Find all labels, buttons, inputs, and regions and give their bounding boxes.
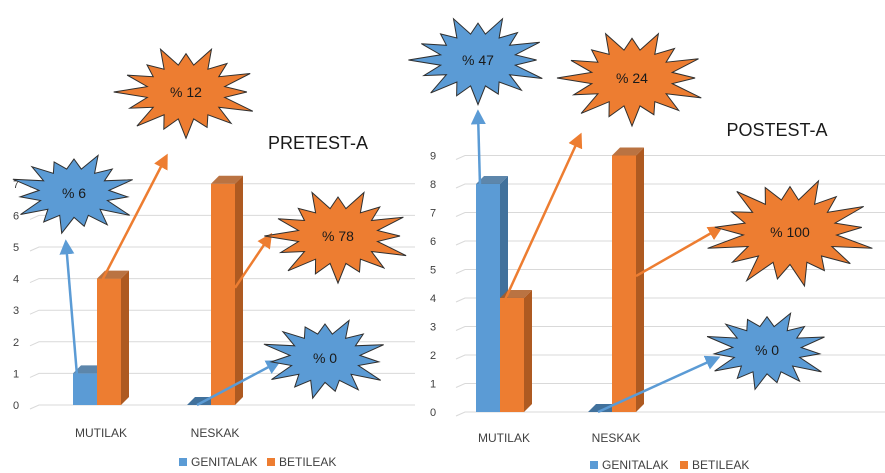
annotation-label: % 6 (62, 185, 86, 201)
annotation-arrow (597, 355, 721, 414)
starburst-callout: % 12 (113, 47, 254, 140)
y-tick-label: 5 (13, 242, 19, 254)
annotation-label: % 12 (170, 84, 202, 100)
gridline (29, 214, 415, 220)
betileak-bar-mutilak (97, 270, 129, 405)
legend-label: BETILEAK (692, 458, 749, 472)
starburst-callout: % 24 (556, 32, 702, 128)
starburst-shape (706, 311, 825, 391)
annotation-label: % 0 (313, 350, 337, 366)
category-label: NESKAK (592, 431, 641, 445)
legend-swatch (590, 461, 598, 469)
starburst-shape (263, 319, 384, 400)
y-tick-label: 8 (430, 179, 436, 191)
y-tick-label: 9 (430, 151, 436, 163)
legend-swatch (680, 461, 688, 469)
betileak-bar-neskak (612, 147, 644, 412)
y-tick-label: 4 (430, 293, 436, 305)
starburst-callout: % 0 (706, 311, 825, 391)
y-tick-label: 1 (13, 368, 19, 380)
starburst-shape (707, 179, 873, 288)
annotation-arrow (59, 239, 79, 376)
annotation-label: % 0 (755, 342, 779, 358)
annotation-arrow (233, 232, 273, 289)
gridline (29, 309, 415, 315)
y-tick-label: 2 (430, 350, 436, 362)
gridline (455, 411, 885, 417)
starburst-callout: % 100 (707, 179, 873, 288)
y-tick-label: 3 (13, 305, 19, 317)
annotation-arrow (196, 360, 282, 407)
y-tick-label: 4 (13, 274, 19, 286)
starburst-callout: % 6 (12, 154, 133, 235)
starburst-callout: % 78 (264, 191, 407, 285)
chart-pretest: 0 1 2 3 4 5 6 7 MUTILAK NESKAK PRETEST-A GENITALAK B… (12, 47, 415, 469)
annotation-label: % 100 (770, 224, 810, 240)
legend-label: GENITALAK (191, 455, 257, 469)
category-label: MUTILAK (478, 431, 530, 445)
starburst-shape (556, 32, 702, 128)
annotation-arrow (99, 153, 168, 284)
gridline (29, 404, 415, 410)
betileak-bar-neskak (211, 175, 243, 405)
legend-swatch (267, 458, 275, 466)
y-tick-label: 0 (430, 407, 436, 419)
chart-postest: 0 1 2 3 4 5 6 7 8 9 MUTILAK NESKAK POSTEST-A GENITALA… (408, 17, 885, 472)
y-tick-label: 7 (13, 179, 19, 191)
starburst-shape (264, 191, 407, 285)
starburst-shape (113, 47, 254, 140)
annotation-label: % 47 (462, 52, 494, 68)
y-tick-label: 6 (13, 210, 19, 222)
genitalak-bar-mutilak (476, 176, 508, 412)
y-tick-label: 1 (430, 379, 436, 391)
gridline (455, 326, 885, 331)
gridline (29, 341, 415, 347)
category-label: NESKAK (191, 426, 240, 440)
legend-swatch (179, 458, 187, 466)
y-tick-label: 3 (430, 322, 436, 334)
y-tick-label: 2 (13, 337, 19, 349)
gridline (455, 383, 885, 388)
gridline (29, 278, 415, 284)
gridline (455, 297, 885, 303)
annotation-label: % 78 (322, 228, 354, 244)
annotation-arrow (635, 226, 724, 278)
gridline (455, 155, 885, 160)
chart-title: PRETEST-A (268, 133, 368, 153)
category-label: MUTILAK (75, 426, 127, 440)
starburst-shape (408, 17, 543, 106)
annotation-arrow (470, 109, 486, 187)
gridline (455, 269, 885, 274)
y-tick-label: 6 (430, 236, 436, 248)
betileak-bar-mutilak (500, 290, 532, 412)
annotation-arrow (502, 132, 583, 303)
legend-label: GENITALAK (602, 458, 668, 472)
starburst-callout: % 47 (408, 17, 543, 106)
y-tick-label: 0 (13, 400, 19, 412)
gridline (455, 183, 885, 189)
chart-title: POSTEST-A (726, 120, 827, 140)
legend-label: BETILEAK (279, 455, 336, 469)
starburst-shape (12, 154, 133, 235)
y-tick-label: 5 (430, 265, 436, 277)
starburst-callout: % 0 (263, 319, 384, 400)
y-tick-label: 7 (430, 208, 436, 220)
annotation-label: % 24 (616, 70, 648, 86)
